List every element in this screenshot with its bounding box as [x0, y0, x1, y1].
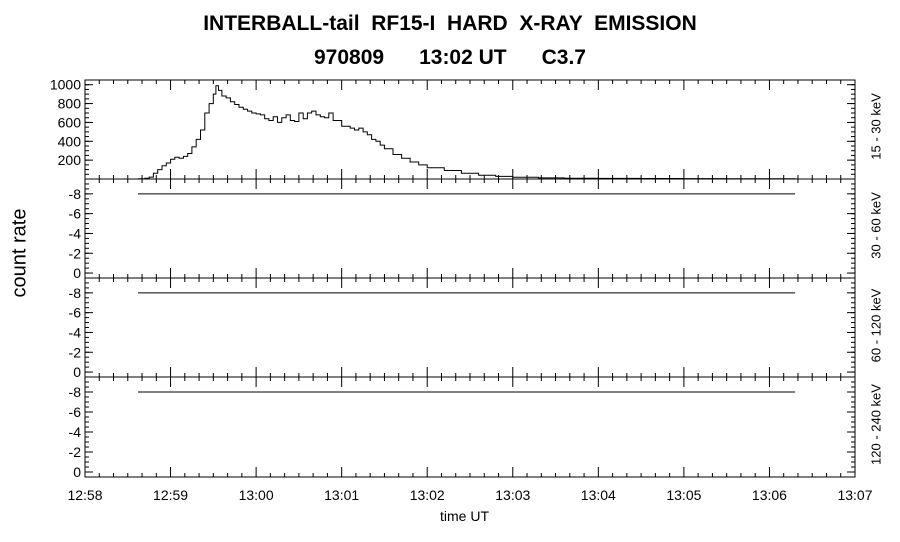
- y-tick-label: 0: [73, 364, 81, 380]
- x-tick-label: 13:00: [239, 487, 274, 503]
- y-tick-label: 0: [73, 464, 81, 480]
- y-tick-label: 400: [58, 133, 82, 149]
- y-tick-label: 0: [73, 265, 81, 281]
- y-tick-label: -6: [69, 206, 82, 222]
- y-tick-label: -8: [69, 186, 82, 202]
- y-tick-label: -8: [69, 285, 82, 301]
- y-tick-label: -6: [69, 404, 82, 420]
- y-tick-label: -6: [69, 305, 82, 321]
- series-line-1: [138, 85, 796, 180]
- y-tick-label: -4: [69, 424, 82, 440]
- y-tick-label: -8: [69, 384, 82, 400]
- chart-subtitle: 970809 13:02 UT C3.7: [314, 46, 586, 69]
- y-tick-label: 1000: [50, 77, 81, 93]
- x-tick-label: 12:59: [153, 487, 188, 503]
- y-tick-label: -4: [69, 324, 82, 340]
- y-tick-label: -4: [69, 225, 82, 241]
- y-tick-label: 600: [58, 114, 82, 130]
- x-tick-label: 12:58: [67, 487, 102, 503]
- x-tick-label: 13:05: [666, 487, 701, 503]
- x-tick-label: 13:06: [752, 487, 787, 503]
- y-tick-label: -2: [69, 245, 82, 261]
- x-tick-label: 13:01: [324, 487, 359, 503]
- y-tick-label: -2: [69, 344, 82, 360]
- x-axis-label: time UT: [440, 508, 489, 524]
- y-tick-label: -2: [69, 444, 82, 460]
- y-tick-label: 800: [58, 96, 82, 112]
- x-tick-label: 13:04: [581, 487, 616, 503]
- y-tick-label: 200: [58, 152, 82, 168]
- chart-title: INTERBALL-tail RF15-I HARD X-RAY EMISSIO…: [203, 12, 697, 35]
- x-tick-label: 13:03: [495, 487, 530, 503]
- x-tick-label: 13:07: [837, 487, 872, 503]
- x-tick-label: 13:02: [410, 487, 445, 503]
